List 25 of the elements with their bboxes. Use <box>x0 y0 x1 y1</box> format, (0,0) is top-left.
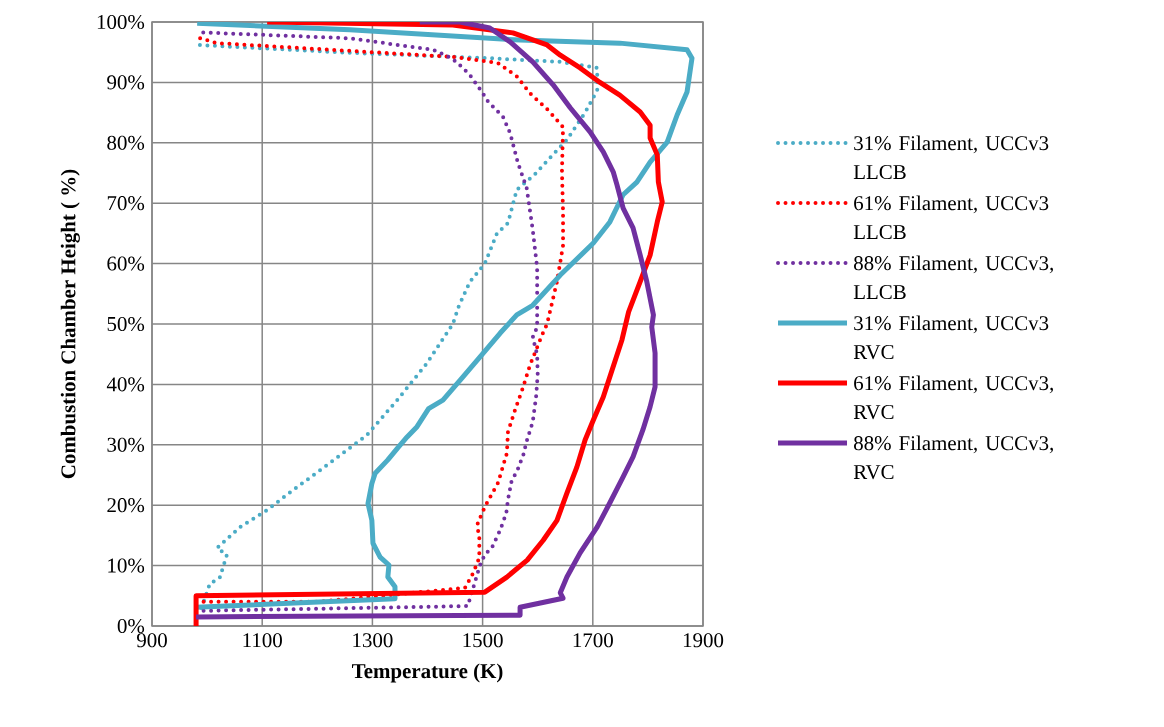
y-tick-label: 10% <box>108 558 145 573</box>
x-axis-title: Temperature (K) <box>352 663 503 683</box>
x-tick-label: 1700 <box>573 633 613 648</box>
legend-label: 61% Filament, UCCv3 LLCB <box>853 195 1049 240</box>
x-tick-label: 1900 <box>683 633 724 648</box>
legend-label: 88% Filament, UCCv3, LLCB <box>853 255 1053 300</box>
x-tick-label: 1500 <box>463 633 503 648</box>
y-tick-label: 0% <box>117 618 145 634</box>
y-axis-title: Combustion Chamber Height ( %) <box>60 169 80 479</box>
x-tick-label: 900 <box>136 633 167 648</box>
legend-label: 31% Filament, UCCv3 RVC <box>853 315 1049 360</box>
y-tick-label: 100% <box>97 14 145 30</box>
y-tick-label: 30% <box>107 437 145 452</box>
x-tick-label: 1100 <box>243 633 282 648</box>
y-tick-label: 40% <box>106 377 145 392</box>
y-tick-label: 60% <box>107 256 145 271</box>
y-tick-label: 90% <box>107 75 145 90</box>
legend-label: 31% Filament, UCCv3 LLCB <box>853 135 1049 180</box>
legend-label: 88% Filament, UCCv3, RVC <box>853 435 1053 480</box>
legend-label: 61% Filament, UCCv3, RVC <box>853 375 1053 420</box>
y-tick-label: 80% <box>107 135 145 150</box>
y-tick-label: 20% <box>107 498 145 513</box>
y-tick-label: 70% <box>107 196 145 211</box>
x-tick-label: 1300 <box>353 633 393 648</box>
y-tick-label: 50% <box>107 316 145 332</box>
